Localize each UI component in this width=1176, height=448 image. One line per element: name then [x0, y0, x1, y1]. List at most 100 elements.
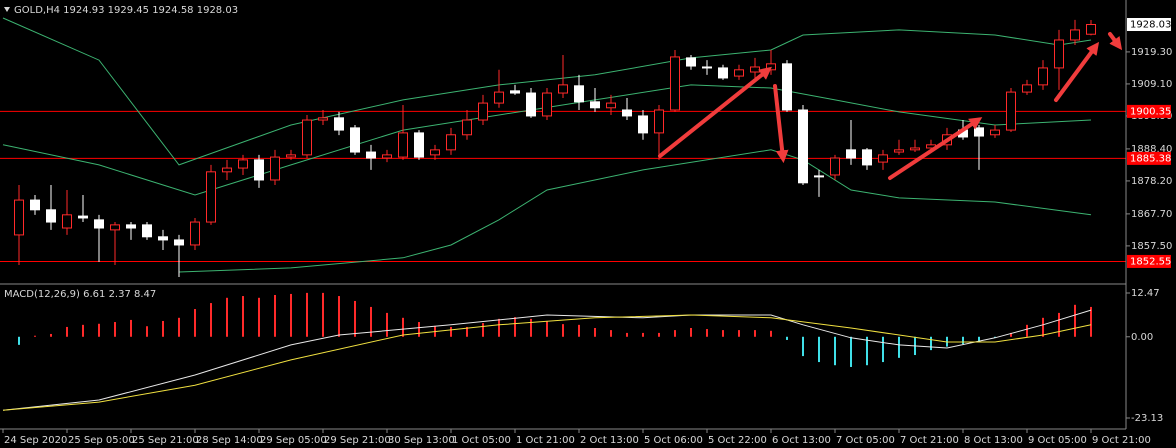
histogram-bar: [658, 332, 660, 337]
y-tick-label: 12.47: [1131, 288, 1160, 299]
candle-body: [1086, 24, 1096, 35]
level-label-box: [1127, 151, 1171, 165]
candle-body: [798, 109, 808, 184]
candle-body: [670, 56, 680, 111]
candle-body: [590, 101, 600, 109]
last-price-label: 1928.03: [1130, 20, 1171, 31]
histogram-bar: [834, 336, 836, 366]
candle-body: [142, 224, 152, 238]
histogram-bar: [546, 320, 548, 337]
x-tick-label: 25 Sep 05:00: [68, 435, 135, 446]
candle-body: [734, 69, 744, 77]
histogram-bar: [290, 293, 292, 337]
x-tick-label: 6 Oct 13:00: [772, 435, 831, 446]
candle-body: [862, 149, 872, 166]
candle-body: [350, 127, 360, 153]
histogram-bar: [162, 320, 164, 337]
histogram-bar: [898, 336, 900, 358]
candle-body: [830, 157, 840, 176]
candle-body: [254, 159, 264, 181]
histogram-bar: [1042, 317, 1044, 337]
indicator-line: [178, 149, 1092, 273]
candle-body: [638, 115, 648, 134]
x-tick-label: 8 Oct 13:00: [964, 435, 1023, 446]
x-tick-label: 1 Oct 21:00: [516, 435, 575, 446]
x-tick-label: 2 Oct 13:00: [580, 435, 639, 446]
y-tick-label: 1909.10: [1131, 79, 1172, 90]
candle-body: [510, 90, 520, 94]
candle-body: [414, 132, 424, 158]
indicator-title: MACD(12,26,9) 6.61 2.37 8.47: [4, 289, 156, 300]
candle-body: [14, 199, 24, 236]
candle-body: [558, 84, 568, 94]
menu-icon: [4, 7, 10, 12]
annotation-arrow: [658, 66, 773, 158]
histogram-bar: [690, 327, 692, 337]
level-label: 1900.35: [1130, 106, 1171, 117]
indicator-line: [2, 314, 1092, 411]
histogram-bar: [306, 292, 308, 337]
candle-body: [62, 214, 72, 229]
histogram-bar: [818, 336, 820, 363]
annotation-arrow: [1108, 32, 1123, 51]
candle-body: [478, 102, 488, 121]
candle-body: [494, 91, 504, 104]
annotations: [658, 32, 1123, 180]
histogram-bar: [114, 322, 116, 337]
x-tick-label: 5 Oct 06:00: [644, 435, 703, 446]
histogram-bar: [370, 306, 372, 337]
histogram-bar: [882, 336, 884, 363]
histogram-bar: [978, 336, 980, 341]
histogram-bar: [866, 336, 868, 366]
histogram-bar: [194, 309, 196, 337]
histogram-bar: [450, 326, 452, 337]
histogram-bar: [322, 292, 324, 337]
y-tick-label: 1888.40: [1131, 144, 1172, 155]
histogram-bar: [610, 330, 612, 337]
histogram-bar: [178, 317, 180, 337]
candle-body: [686, 57, 696, 67]
histogram-bar: [786, 336, 788, 340]
x-tick-label: 29 Sep 05:00: [260, 435, 327, 446]
candle-body: [126, 224, 136, 229]
candle-body: [718, 67, 728, 79]
candle-body: [1054, 39, 1064, 69]
y-tick-label: 1919.30: [1131, 47, 1172, 58]
histogram-bar: [1090, 306, 1092, 337]
histogram-bar: [386, 312, 388, 337]
candle-body: [110, 224, 120, 231]
level-label-box: [1127, 254, 1171, 268]
histogram-bar: [594, 327, 596, 337]
y-tick-label: -23.13: [1131, 413, 1163, 424]
histogram-bar: [530, 318, 532, 337]
histogram-bar: [1074, 304, 1076, 337]
chart-title: GOLD,H4 1924.93 1929.45 1924.58 1928.03: [14, 5, 238, 16]
histogram-bar: [354, 300, 356, 337]
histogram-bar: [738, 330, 740, 337]
histogram-bar: [146, 326, 148, 337]
histogram-bar: [498, 318, 500, 337]
y-tick-label: 1867.70: [1131, 209, 1172, 220]
candle-body: [1070, 29, 1080, 41]
candle-body: [46, 209, 56, 223]
candle-body: [430, 149, 440, 156]
candle-body: [398, 132, 408, 158]
histogram-bar: [706, 329, 708, 337]
candle-body: [286, 154, 296, 158]
candle-body: [910, 147, 920, 151]
histogram-bar: [850, 336, 852, 367]
candle-body: [1022, 84, 1032, 93]
candle-body: [846, 149, 856, 159]
candle-body: [94, 219, 104, 229]
candle-body: [318, 117, 328, 121]
candle-body: [782, 63, 792, 111]
candle-body: [878, 154, 888, 163]
histogram-bar: [1010, 332, 1012, 337]
x-tick-label: 9 Oct 21:00: [1092, 435, 1151, 446]
candle-body: [526, 92, 536, 117]
histogram-bar: [514, 317, 516, 337]
histogram-bar: [18, 336, 20, 345]
candle-body: [158, 236, 168, 241]
